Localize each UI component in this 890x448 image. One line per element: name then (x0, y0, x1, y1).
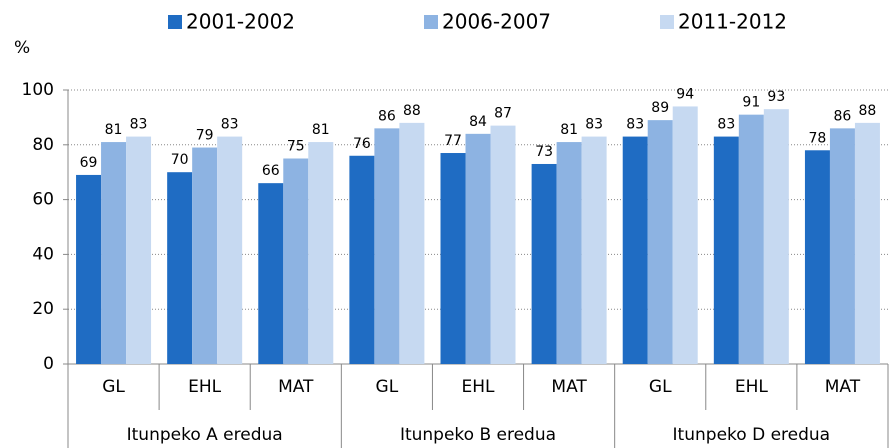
value-label: 83 (626, 117, 644, 133)
bar (738, 114, 764, 364)
value-label: 77 (444, 133, 462, 149)
legend-label: 2001-2002 (186, 10, 295, 34)
value-label: 83 (130, 117, 148, 133)
value-label: 69 (80, 155, 98, 171)
bar (804, 150, 830, 364)
y-tick-label: 60 (32, 190, 54, 210)
bar (374, 128, 400, 364)
value-label: 79 (196, 128, 214, 144)
bar (672, 106, 698, 364)
bar (217, 136, 243, 364)
bar (440, 153, 466, 364)
bar (713, 136, 739, 364)
bar (829, 128, 855, 364)
bar (76, 174, 102, 364)
y-tick-label: 0 (43, 354, 54, 374)
group-label: Itunpeko A eredua (127, 425, 283, 445)
value-label: 93 (767, 89, 785, 105)
value-label: 84 (469, 114, 487, 130)
value-label: 81 (560, 122, 578, 138)
x-tick-label: MAT (278, 377, 314, 397)
legend-swatch (424, 15, 438, 29)
value-label: 70 (171, 152, 189, 168)
bar (647, 120, 673, 364)
bar (126, 136, 152, 364)
bar (167, 172, 193, 364)
y-axis-label: % (14, 38, 30, 58)
value-label: 89 (651, 100, 669, 116)
bar (308, 142, 334, 364)
x-tick-label: EHL (462, 377, 496, 397)
x-tick-label: GL (376, 377, 399, 397)
value-label: 66 (262, 163, 280, 179)
x-tick-label: EHL (735, 377, 769, 397)
legend-label: 2011-2012 (678, 10, 787, 34)
value-label: 91 (742, 95, 760, 111)
y-tick-label: 20 (32, 299, 54, 319)
x-tick-label: GL (102, 377, 125, 397)
value-label: 94 (676, 86, 694, 102)
bar (101, 142, 127, 364)
bar (258, 183, 284, 364)
x-tick-label: EHL (188, 377, 222, 397)
y-tick-label: 40 (32, 244, 54, 264)
bar (531, 163, 557, 364)
legend-label: 2006-2007 (442, 10, 551, 34)
x-tick-label: MAT (825, 377, 861, 397)
value-label: 87 (494, 106, 512, 122)
value-label: 86 (378, 108, 396, 124)
value-label: 73 (535, 144, 553, 160)
value-label: 86 (834, 108, 852, 124)
bar (283, 158, 309, 364)
value-label: 81 (312, 122, 330, 138)
bar (622, 136, 648, 364)
bar (763, 109, 789, 365)
value-label: 78 (809, 130, 827, 146)
value-label: 76 (353, 136, 371, 152)
bar (465, 133, 491, 364)
group-label: Itunpeko D eredua (673, 425, 831, 445)
bar (581, 136, 607, 364)
bar (854, 122, 880, 364)
x-tick-label: MAT (551, 377, 587, 397)
legend-swatch (168, 15, 182, 29)
value-label: 83 (221, 117, 239, 133)
value-label: 81 (105, 122, 123, 138)
legend-swatch (660, 15, 674, 29)
y-tick-label: 100 (22, 80, 54, 100)
value-label: 83 (717, 117, 735, 133)
group-label: Itunpeko B eredua (400, 425, 556, 445)
bar (192, 147, 218, 364)
value-label: 88 (403, 103, 421, 119)
y-tick-label: 80 (32, 135, 54, 155)
value-label: 75 (287, 139, 305, 155)
x-tick-label: GL (649, 377, 672, 397)
value-label: 88 (859, 103, 877, 119)
bar (556, 142, 582, 364)
value-label: 83 (585, 117, 603, 133)
bar (490, 125, 516, 365)
bar (399, 122, 425, 364)
bar (349, 155, 375, 364)
